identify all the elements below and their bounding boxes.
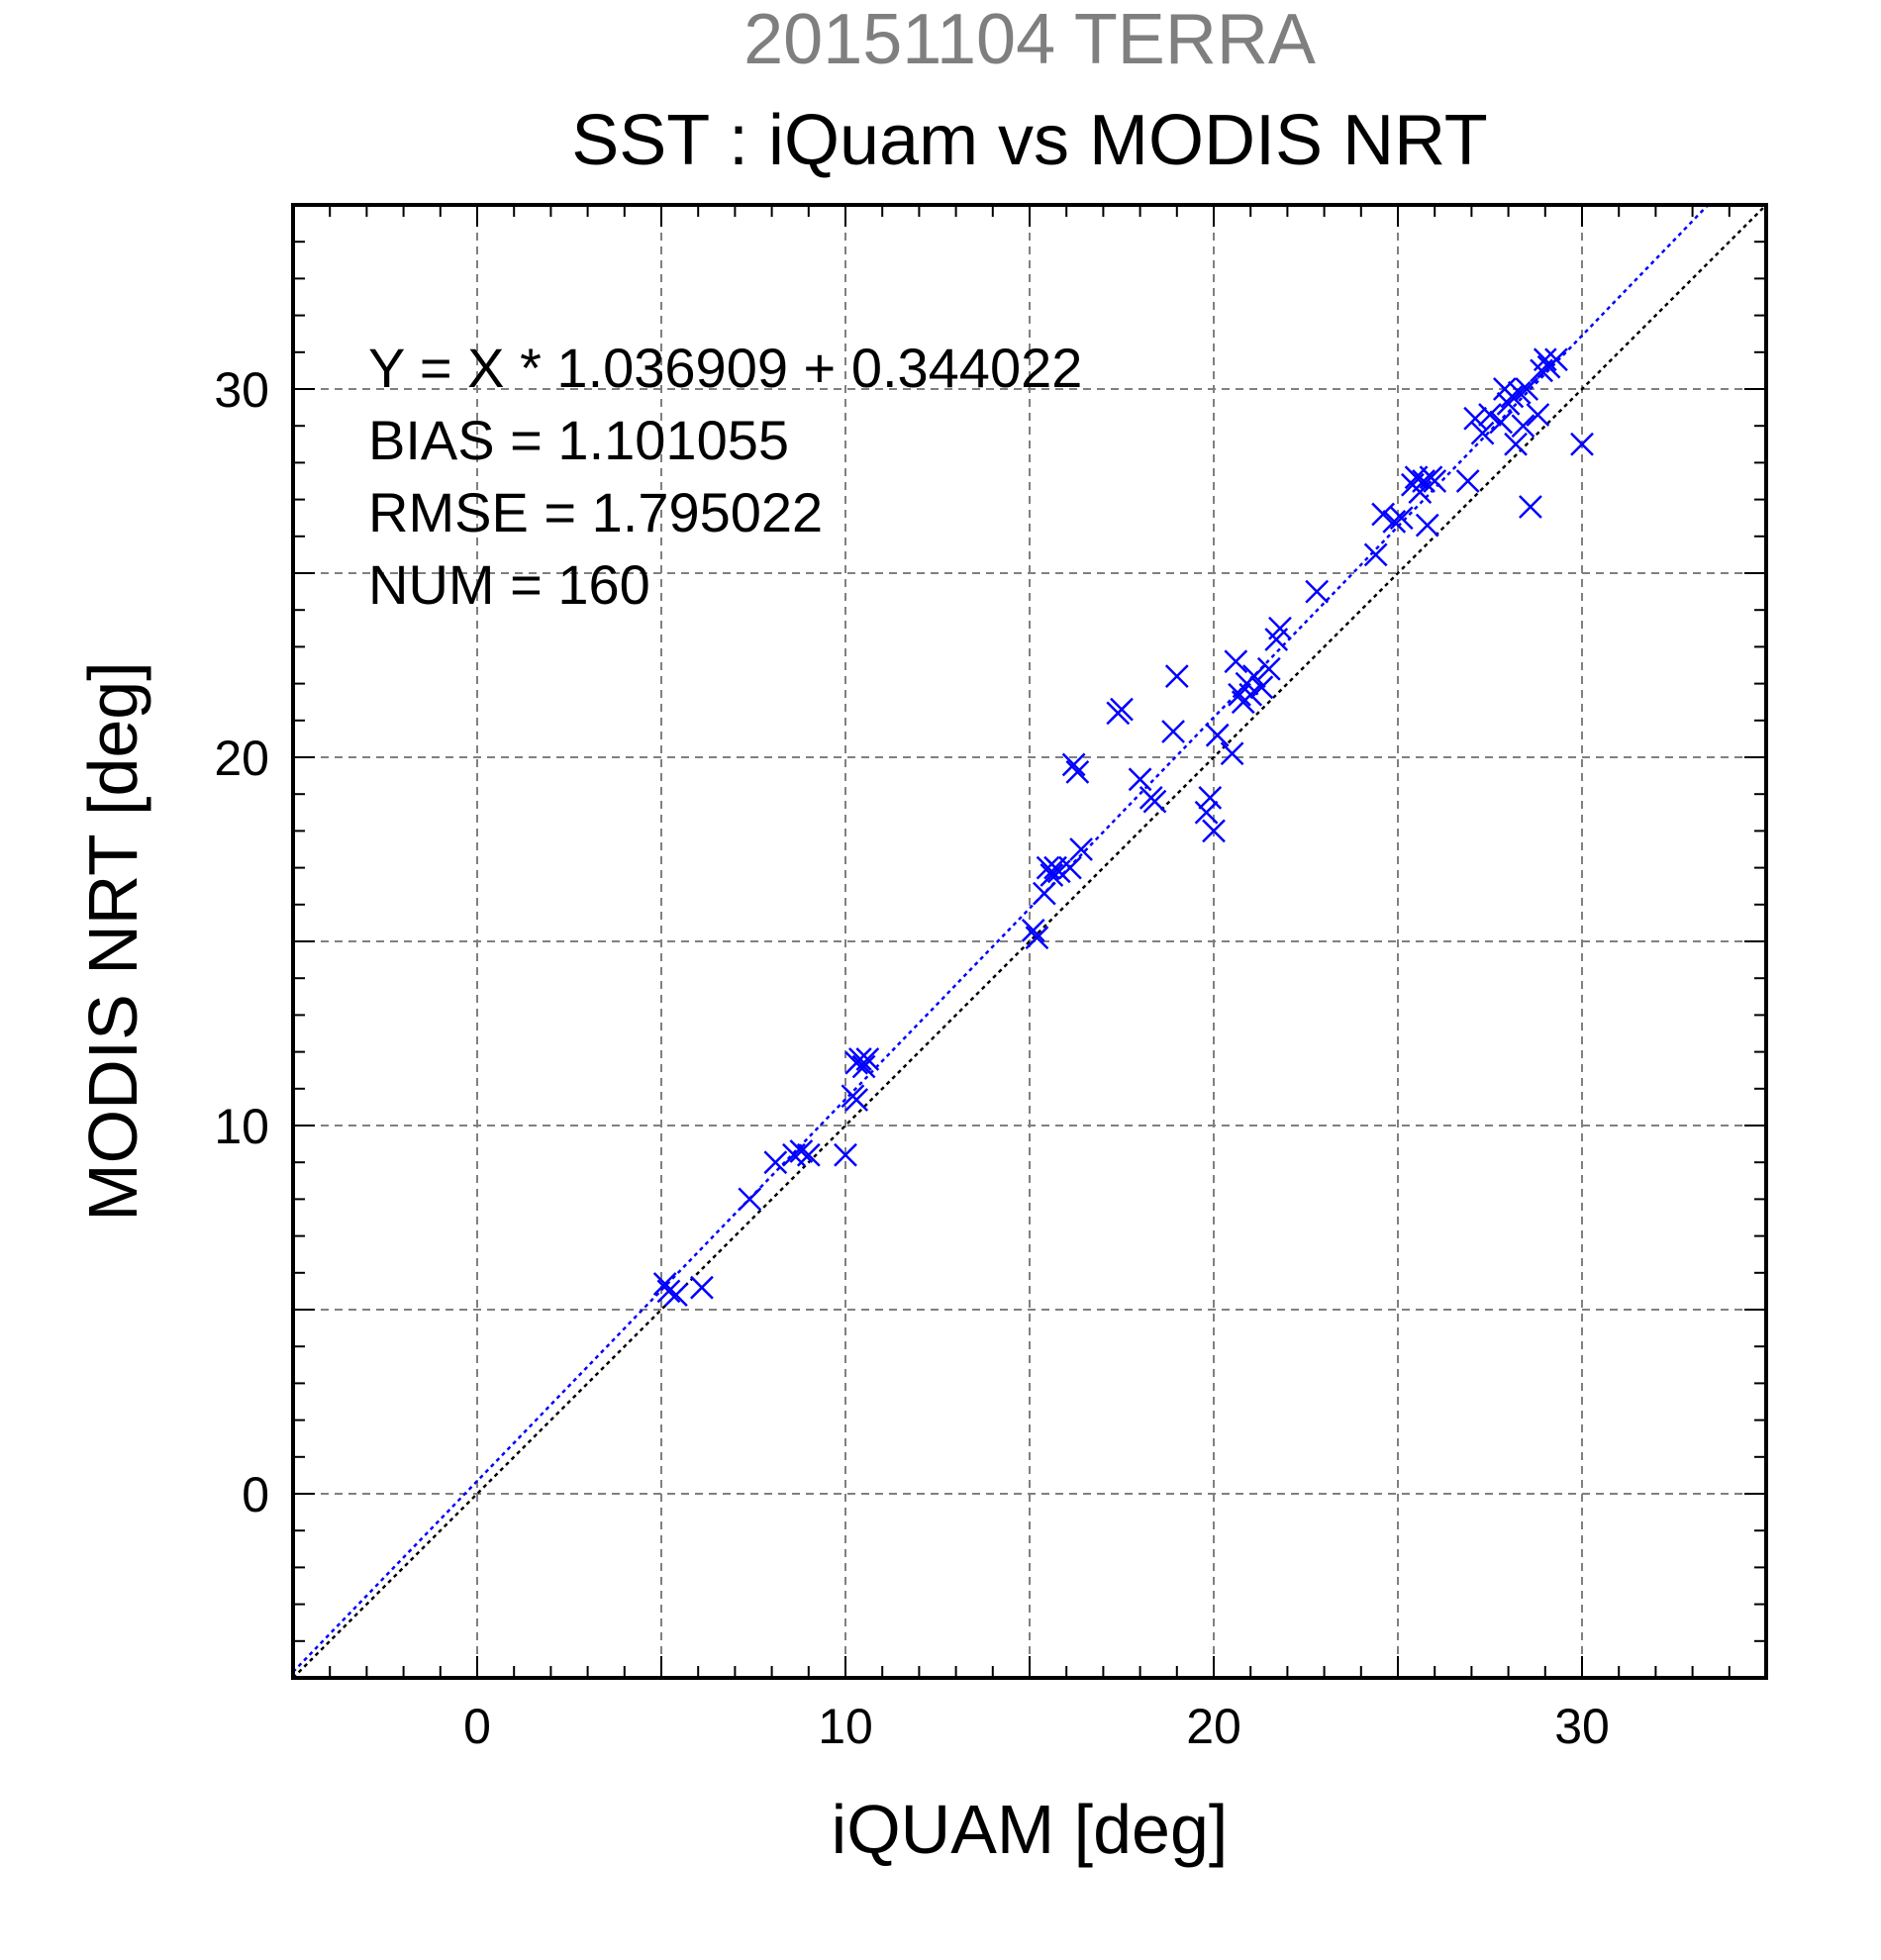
data-point [851, 1054, 876, 1079]
data-point [1040, 863, 1064, 887]
data-point [1519, 495, 1542, 519]
data-point [1423, 469, 1447, 493]
y-tick-label: 20 [214, 731, 269, 786]
data-point [1164, 664, 1189, 689]
data-point [789, 1139, 814, 1163]
data-point [1389, 506, 1414, 531]
data-point [1238, 682, 1263, 707]
data-points [652, 347, 1594, 1308]
data-point [1058, 855, 1082, 880]
data-point [1489, 410, 1514, 435]
data-point [1198, 786, 1223, 810]
data-point [663, 1283, 688, 1308]
data-point [656, 1279, 681, 1304]
data-point [1202, 819, 1226, 843]
x-tick-label: 30 [1554, 1699, 1610, 1754]
data-point [834, 1142, 857, 1167]
data-point [1069, 837, 1093, 861]
data-point [1415, 513, 1439, 538]
data-point [1110, 697, 1134, 722]
data-point [1363, 542, 1388, 567]
stat-line: RMSE = 1.795022 [368, 481, 823, 543]
chart-supertitle: 20151104 TERRA [743, 0, 1316, 79]
x-axis-label: iQUAM [deg] [832, 1791, 1229, 1868]
data-point [1205, 723, 1230, 747]
data-point [844, 1088, 869, 1112]
data-point [1256, 656, 1281, 681]
data-point [1228, 682, 1251, 707]
data-point [1268, 616, 1292, 640]
data-point [1544, 347, 1568, 372]
stat-line: NUM = 160 [368, 553, 650, 616]
data-point [1065, 759, 1090, 784]
data-point [1382, 510, 1407, 534]
data-point [1526, 403, 1550, 427]
data-point [1142, 789, 1167, 814]
data-point [1032, 881, 1056, 906]
data-point [1194, 800, 1219, 825]
data-point [1504, 432, 1528, 456]
data-point [1161, 720, 1185, 743]
data-point [847, 1047, 872, 1071]
x-tick-labels: 0 10 20 30 [463, 1699, 1610, 1754]
data-point [1249, 675, 1274, 700]
data-point [738, 1187, 762, 1212]
data-point [1511, 414, 1535, 439]
x-tick-label: 20 [1186, 1699, 1241, 1754]
y-tick-label: 10 [214, 1099, 269, 1154]
x-tick-label: 10 [818, 1699, 873, 1754]
data-point [1570, 432, 1594, 456]
data-point [1371, 502, 1396, 527]
data-point [1507, 380, 1532, 405]
plot-frame [291, 203, 1768, 1680]
data-point [1061, 752, 1086, 777]
x-tick-label: 0 [463, 1699, 491, 1754]
data-point [1470, 421, 1495, 445]
data-point [1515, 377, 1539, 401]
grid [293, 205, 1766, 1678]
data-point [690, 1275, 714, 1300]
data-point [1533, 347, 1557, 372]
y-tick-label: 30 [214, 362, 269, 418]
data-point [1128, 767, 1152, 792]
data-point [796, 1142, 821, 1167]
chart-title: SST : iQuam vs MODIS NRT [571, 101, 1488, 180]
y-tick-labels: 0 10 20 30 [214, 362, 269, 1522]
fit-line [293, 205, 1711, 1673]
stats-annotation: Y = X * 1.036909 + 0.344022 BIAS = 1.1010… [368, 337, 1082, 616]
data-point [1478, 403, 1502, 427]
y-axis-label: MODIS NRT [deg] [74, 661, 151, 1221]
data-point [855, 1047, 880, 1071]
data-point [1242, 664, 1266, 689]
data-point [1463, 406, 1488, 431]
data-point [1305, 579, 1330, 604]
data-point [763, 1150, 788, 1175]
data-point [1500, 384, 1525, 409]
data-point [1455, 469, 1480, 493]
data-point [1025, 926, 1049, 950]
data-point [1220, 741, 1244, 766]
data-point [1021, 918, 1045, 942]
y-tick-label: 0 [242, 1467, 269, 1522]
data-point [1224, 649, 1248, 674]
data-point [1412, 469, 1436, 493]
stat-line: Y = X * 1.036909 + 0.344022 [368, 337, 1082, 399]
stat-line: BIAS = 1.101055 [368, 409, 789, 471]
